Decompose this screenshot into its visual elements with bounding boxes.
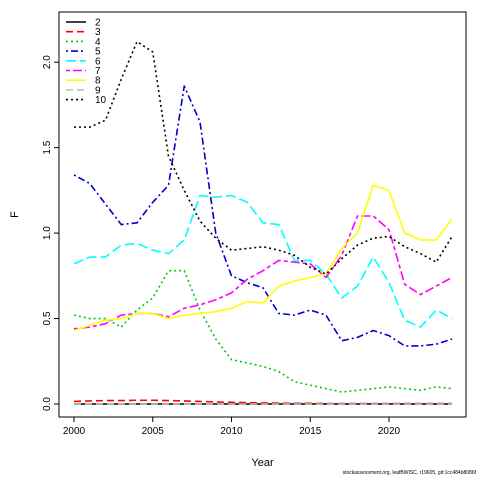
y-tick-label: 2.0 [42, 55, 53, 69]
y-tick-label: 1.0 [42, 226, 53, 240]
legend-label-8: 8 [95, 76, 101, 87]
legend-label-7: 7 [95, 66, 101, 77]
footer-text: stockassessment.org, leafBWISC, r19605, … [342, 470, 476, 476]
x-tick-label: 2005 [142, 426, 165, 437]
legend-label-2: 2 [95, 18, 101, 29]
series-line-6 [73, 194, 453, 328]
x-tick-label: 2020 [378, 426, 401, 437]
x-tick-label: 2010 [220, 426, 243, 437]
legend-label-4: 4 [95, 37, 101, 48]
series-line-7 [73, 215, 453, 330]
y-tick-label: 0.5 [42, 311, 53, 325]
x-tick-label: 2015 [299, 426, 322, 437]
plot-frame [58, 11, 467, 418]
series-line-3 [73, 399, 452, 405]
legend-label-5: 5 [95, 47, 101, 58]
series-line-10 [74, 40, 453, 275]
legend-label-9: 9 [95, 85, 101, 96]
y-axis-title: F [9, 211, 21, 218]
x-tick-label: 2000 [63, 426, 86, 437]
legend-label-10: 10 [95, 95, 107, 106]
y-tick-label: 0.0 [42, 397, 53, 411]
legend-label-6: 6 [95, 56, 101, 67]
series-line-8 [73, 184, 453, 332]
plot-area: 2000 2005 2010 2015 2020 0.0 0.5 1.0 1.5 2.0 Year F… [9, 11, 467, 469]
legend-label-3: 3 [95, 27, 101, 38]
x-axis-title: Year [251, 457, 274, 469]
series-line-5 [73, 85, 453, 347]
y-tick-label: 1.5 [42, 140, 53, 154]
